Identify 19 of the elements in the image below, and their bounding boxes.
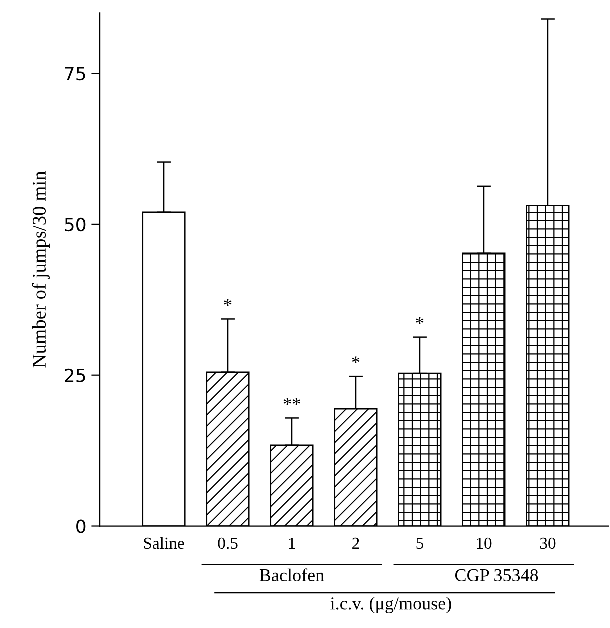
text: Baclofen — [260, 568, 324, 582]
text: CGP 35348 — [455, 569, 538, 582]
annotation: * — [224, 299, 232, 306]
x-tick-label: 1 — [289, 538, 296, 549]
x-tick-label: 30 — [540, 538, 556, 550]
x-tick-label: 10 — [477, 538, 492, 550]
y-tick-label: 0 — [76, 520, 86, 534]
x-tick-label: 2 — [352, 538, 360, 549]
x-axis-title: i.c.v. (μg/mouse) — [330, 597, 452, 614]
y-axis-title: Number of jumps/30 min — [32, 171, 50, 368]
x-tick-label: 0.5 — [218, 538, 238, 550]
annotation: ** — [284, 398, 300, 405]
annotation: * — [352, 356, 360, 364]
annotation: * — [416, 317, 424, 324]
y-tick-label: 75 — [65, 67, 86, 81]
y-tick-label: 25 — [65, 368, 86, 382]
x-tick-label: 5 — [416, 538, 424, 550]
x-tick-label: Saline — [144, 537, 184, 550]
y-tick-label: 50 — [65, 218, 86, 232]
